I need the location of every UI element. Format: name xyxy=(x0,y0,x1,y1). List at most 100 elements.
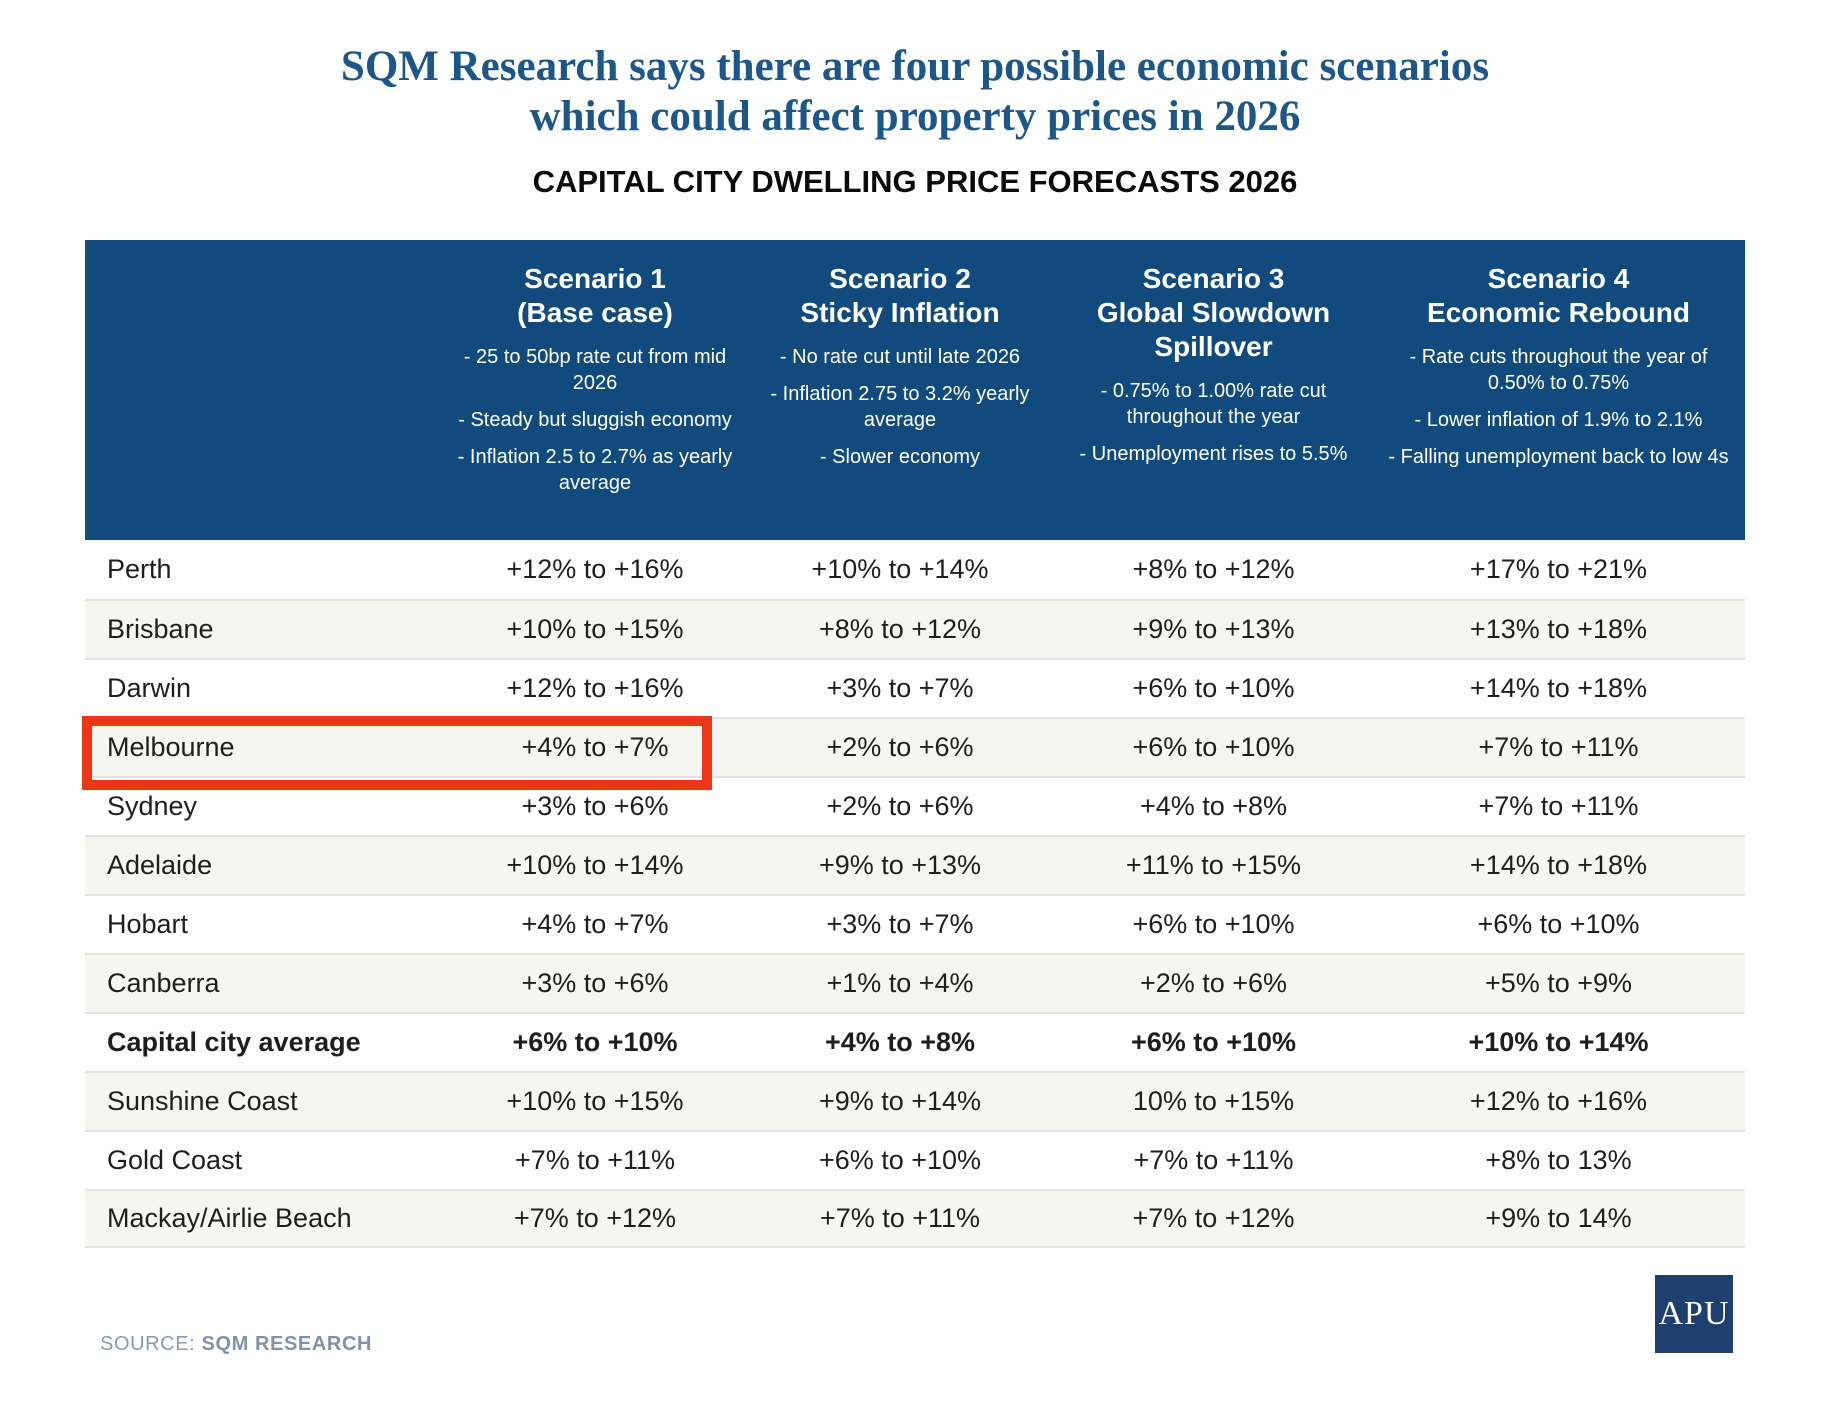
header-cell-scenario-1: Scenario 1 (Base case) - 25 to 50bp rate … xyxy=(445,240,745,507)
forecast-value: +8% to +12% xyxy=(818,614,982,644)
forecast-value: +17% to +21% xyxy=(1469,554,1648,584)
city-label: Capital city average xyxy=(107,1027,361,1057)
forecast-value: +12% to +16% xyxy=(1469,1086,1648,1116)
forecast-value: +4% to +7% xyxy=(521,909,669,939)
scenario-title: Scenario 3 Global Slowdown Spillover xyxy=(1055,262,1372,364)
forecast-value: +10% to +15% xyxy=(506,614,684,644)
table-row-melbourne: Melbourne +4% to +7% +2% to +6% +6% to +… xyxy=(85,717,1745,776)
scenario-bullet: - Rate cuts throughout the year of 0.50%… xyxy=(1409,346,1708,395)
forecast-value: +14% to +18% xyxy=(1469,850,1648,880)
table-row-sydney: Sydney +3% to +6% +2% to +6% +4% to +8% … xyxy=(85,776,1745,835)
forecast-value: +14% to +18% xyxy=(1469,673,1648,703)
header-cell-scenario-2: Scenario 2 Sticky Inflation - No rate cut… xyxy=(745,240,1055,481)
scenario-bullet: - Slower economy xyxy=(819,446,981,469)
scenario-bullet: - No rate cut until late 2026 xyxy=(779,346,1021,369)
forecast-value: +1% to +4% xyxy=(826,968,974,998)
forecast-value: +6% to +10% xyxy=(1132,909,1295,939)
forecast-value: +2% to +6% xyxy=(1139,968,1288,998)
forecast-value: +10% to +14% xyxy=(506,850,684,880)
scenario-bullet: - 25 to 50bp rate cut from mid 2026 xyxy=(463,346,727,395)
table-body: Perth +12% to +16% +10% to +14% +8% to +… xyxy=(85,540,1745,1248)
scenario-bullet: - Inflation 2.5 to 2.7% as yearly averag… xyxy=(457,446,733,495)
forecast-value: +9% to +14% xyxy=(818,1086,982,1116)
forecast-value: +12% to +16% xyxy=(506,673,684,703)
forecast-value: +7% to +11% xyxy=(1133,1145,1294,1175)
scenario-title: Scenario 2 Sticky Inflation xyxy=(745,262,1055,330)
table-row-gold-coast: Gold Coast +7% to +11% +6% to +10% +7% t… xyxy=(85,1130,1745,1189)
city-label: Canberra xyxy=(107,968,220,998)
forecast-value: +6% to +10% xyxy=(1477,909,1640,939)
table-header: Scenario 1 (Base case) - 25 to 50bp rate … xyxy=(85,240,1745,540)
table-row-brisbane: Brisbane +10% to +15% +8% to +12% +9% to… xyxy=(85,599,1745,658)
scenario-bullet: - Inflation 2.75 to 3.2% yearly average xyxy=(770,383,1030,432)
forecast-value: +9% to 14% xyxy=(1485,1203,1632,1233)
forecast-value: +7% to +12% xyxy=(1132,1203,1295,1233)
city-label: Perth xyxy=(107,554,172,584)
scenario-bullet: - Steady but sluggish economy xyxy=(458,409,732,432)
city-label: Mackay/Airlie Beach xyxy=(107,1203,352,1233)
scenario-bullet: - Falling unemployment back to low 4s xyxy=(1388,446,1729,469)
city-label: Brisbane xyxy=(107,614,214,644)
table-row-capital-city-average: Capital city average +6% to +10% +4% to … xyxy=(85,1012,1745,1071)
scenario-title-line1: Scenario 4 xyxy=(1487,263,1630,294)
table-row-perth: Perth +12% to +16% +10% to +14% +8% to +… xyxy=(85,540,1745,599)
forecast-value: +7% to +11% xyxy=(819,1203,981,1233)
forecast-value: +6% to +10% xyxy=(1132,732,1295,762)
source-name: SQM RESEARCH xyxy=(201,1333,373,1355)
forecast-value: +7% to +11% xyxy=(1478,732,1639,762)
scenario-title: Scenario 4 Economic Rebound xyxy=(1372,262,1745,330)
forecast-value: +3% to +7% xyxy=(826,673,974,703)
city-label: Sydney xyxy=(107,791,198,821)
city-label: Sunshine Coast xyxy=(107,1086,298,1116)
forecast-value: +6% to +10% xyxy=(818,1145,982,1175)
scenario-title-line1: Scenario 2 xyxy=(829,263,971,294)
scenario-title: Scenario 1 (Base case) xyxy=(445,262,745,330)
forecast-value: +6% to +10% xyxy=(1132,673,1295,703)
forecast-table: Scenario 1 (Base case) - 25 to 50bp rate … xyxy=(85,240,1745,1248)
forecast-value: +13% to +18% xyxy=(1469,614,1648,644)
page-title-line1: SQM Research says there are four possibl… xyxy=(340,43,1490,90)
forecast-value: +2% to +6% xyxy=(826,732,974,762)
page-title: SQM Research says there are four possibl… xyxy=(0,42,1830,142)
table-row-hobart: Hobart +4% to +7% +3% to +7% +6% to +10%… xyxy=(85,894,1745,953)
scenario-bullet: - Lower inflation of 1.9% to 2.1% xyxy=(1414,409,1703,432)
city-label: Gold Coast xyxy=(107,1145,243,1175)
forecast-value: +5% to +9% xyxy=(1484,968,1633,998)
page-title-line2: which could affect property prices in 20… xyxy=(529,92,1301,140)
forecast-value: +9% to +13% xyxy=(1132,614,1295,644)
forecast-value: +12% to +16% xyxy=(506,554,684,584)
table-row-darwin: Darwin +12% to +16% +3% to +7% +6% to +1… xyxy=(85,658,1745,717)
scenario-title-line1: Scenario 1 xyxy=(524,263,666,294)
forecast-value: +3% to +6% xyxy=(521,791,669,821)
forecast-value: +8% to 13% xyxy=(1485,1145,1632,1175)
header-cell-empty xyxy=(85,240,445,262)
source-prefix: SOURCE: xyxy=(100,1333,196,1355)
forecast-value: +10% to +14% xyxy=(811,554,989,584)
forecast-value: +2% to +6% xyxy=(826,791,974,821)
forecast-value: +6% to +10% xyxy=(1130,1027,1297,1057)
scenario-bullet: - Unemployment rises to 5.5% xyxy=(1079,443,1348,466)
forecast-value: +10% to +14% xyxy=(1468,1027,1649,1057)
scenario-title-line2: Economic Rebound xyxy=(1427,297,1690,329)
forecast-value: +4% to +7% xyxy=(521,732,669,762)
scenario-title-line1: Scenario 3 xyxy=(1142,263,1285,294)
table-row-adelaide: Adelaide +10% to +14% +9% to +13% +11% t… xyxy=(85,835,1745,894)
city-label: Hobart xyxy=(107,909,189,939)
forecast-value: +4% to +8% xyxy=(824,1027,976,1057)
apu-logo: APU xyxy=(1655,1275,1733,1353)
table-row-sunshine-coast: Sunshine Coast +10% to +15% +9% to +14% … xyxy=(85,1071,1745,1130)
forecast-value: +9% to +13% xyxy=(818,850,982,880)
city-label: Darwin xyxy=(107,673,192,703)
forecast-value: +8% to +12% xyxy=(1132,554,1295,584)
forecast-value: +7% to +11% xyxy=(514,1145,676,1175)
forecast-value: +6% to +10% xyxy=(512,1027,678,1057)
scenario-bullet: - 0.75% to 1.00% rate cut throughout the… xyxy=(1100,380,1327,429)
scenario-title-line2: (Base case) xyxy=(517,297,673,329)
city-label: Melbourne xyxy=(107,732,235,762)
forecast-value: +7% to +12% xyxy=(513,1203,677,1233)
header-cell-scenario-4: Scenario 4 Economic Rebound - Rate cuts t… xyxy=(1372,240,1745,481)
forecast-value: +3% to +6% xyxy=(521,968,669,998)
scenario-title-line2: Sticky Inflation xyxy=(800,297,1000,329)
table-row-canberra: Canberra +3% to +6% +1% to +4% +2% to +6… xyxy=(85,953,1745,1012)
forecast-value: +7% to +11% xyxy=(1478,791,1639,821)
